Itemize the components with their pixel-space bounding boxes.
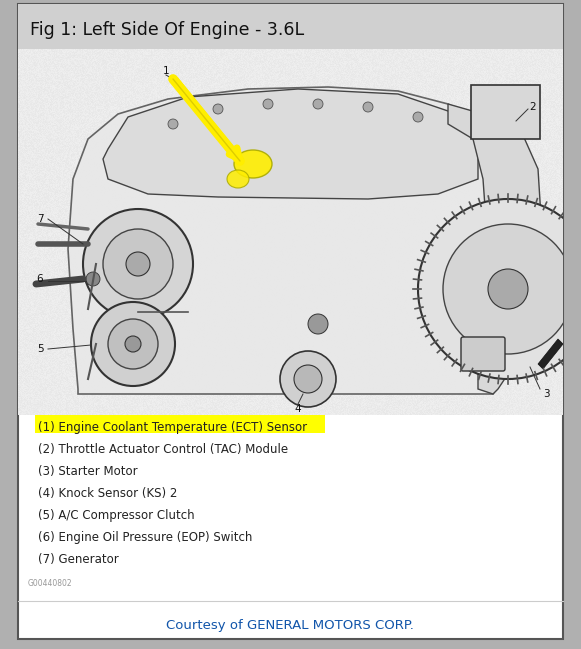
Ellipse shape [234,150,272,178]
Text: (1) Engine Coolant Temperature (ECT) Sensor: (1) Engine Coolant Temperature (ECT) Sen… [38,421,307,434]
Text: 2: 2 [530,102,536,112]
FancyBboxPatch shape [18,4,563,49]
Text: 6: 6 [37,274,44,284]
Circle shape [126,252,150,276]
Circle shape [280,351,336,407]
Text: (5) A/C Compressor Clutch: (5) A/C Compressor Clutch [38,509,195,522]
Text: G00440802: G00440802 [28,580,73,589]
Text: 7: 7 [37,214,44,224]
Circle shape [308,314,328,334]
Text: (4) Knock Sensor (KS) 2: (4) Knock Sensor (KS) 2 [38,487,177,500]
Circle shape [313,99,323,109]
Circle shape [168,119,178,129]
FancyBboxPatch shape [461,337,505,371]
Circle shape [83,209,193,319]
FancyBboxPatch shape [471,85,540,139]
Text: (7) Generator: (7) Generator [38,552,119,565]
FancyBboxPatch shape [35,415,325,433]
Circle shape [294,365,322,393]
Circle shape [108,319,158,369]
Circle shape [91,302,175,386]
Circle shape [263,99,273,109]
Circle shape [363,102,373,112]
FancyBboxPatch shape [18,49,563,415]
Text: 4: 4 [295,404,302,414]
Polygon shape [538,339,563,369]
Circle shape [86,272,100,286]
Circle shape [418,199,581,379]
Text: (3) Starter Motor: (3) Starter Motor [38,465,138,478]
Text: Courtesy of GENERAL MOTORS CORP.: Courtesy of GENERAL MOTORS CORP. [166,618,414,631]
Polygon shape [68,87,528,394]
Circle shape [488,269,528,309]
Circle shape [413,112,423,122]
Text: 3: 3 [543,389,549,399]
Text: 1: 1 [163,66,169,76]
Text: Fig 1: Left Side Of Engine - 3.6L: Fig 1: Left Side Of Engine - 3.6L [30,21,304,39]
Text: (6) Engine Oil Pressure (EOP) Switch: (6) Engine Oil Pressure (EOP) Switch [38,530,252,543]
Circle shape [443,224,573,354]
Polygon shape [448,104,543,394]
Polygon shape [103,89,478,199]
Text: (2) Throttle Actuator Control (TAC) Module: (2) Throttle Actuator Control (TAC) Modu… [38,443,288,456]
Circle shape [125,336,141,352]
Circle shape [103,229,173,299]
Ellipse shape [227,170,249,188]
FancyBboxPatch shape [18,4,563,639]
Circle shape [213,104,223,114]
Text: 5: 5 [37,344,44,354]
